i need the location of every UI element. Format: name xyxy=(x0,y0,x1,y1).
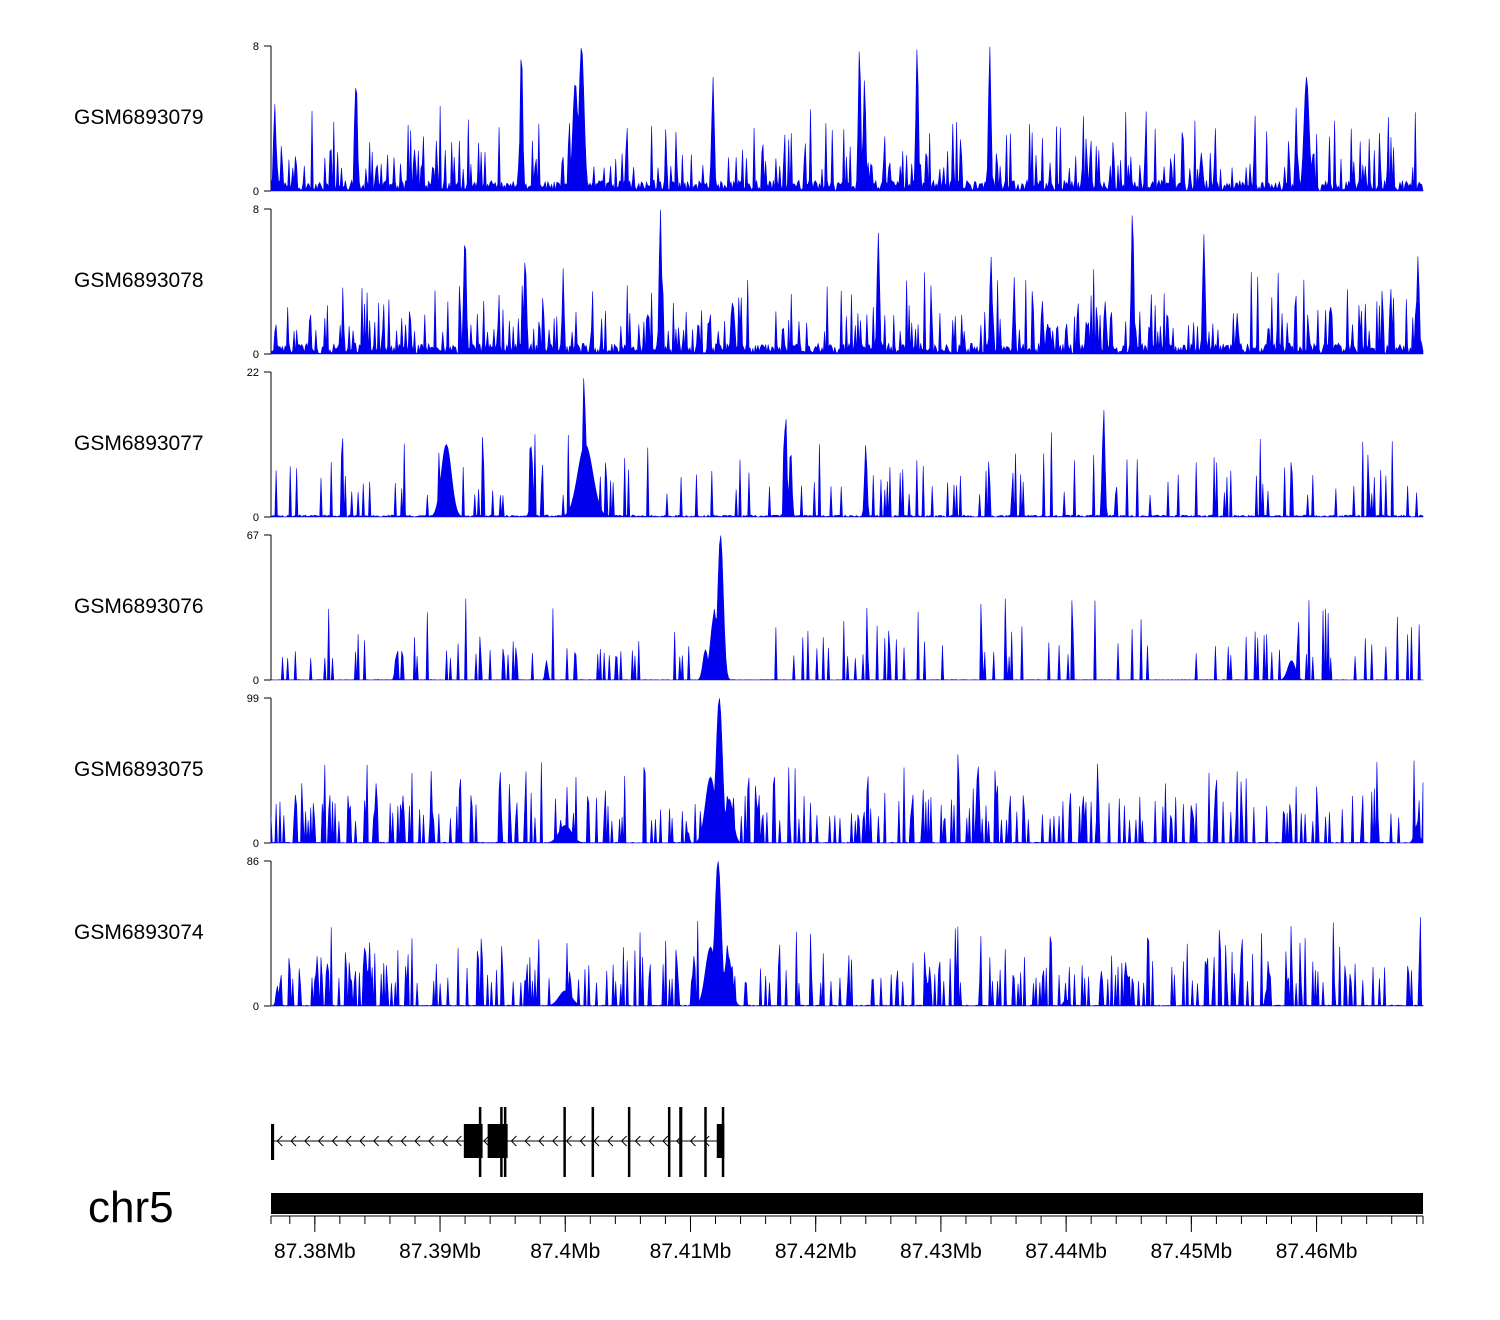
coverage-area xyxy=(270,535,1424,681)
coverage-area xyxy=(270,378,1424,518)
strand-arrow xyxy=(524,1135,531,1147)
y-axis-max-label: 22 xyxy=(247,367,259,379)
x-axis-tick-label: 87.4Mb xyxy=(530,1240,600,1263)
coverage-area xyxy=(270,209,1424,355)
track-label: GSM6893077 xyxy=(74,432,204,455)
x-axis-tick-label: 87.43Mb xyxy=(900,1240,982,1263)
strand-arrow xyxy=(620,1135,627,1147)
strand-arrow xyxy=(345,1135,352,1147)
track-GSM6893078: GSM6893078 8 0 xyxy=(74,204,1424,361)
strand-arrow xyxy=(607,1135,614,1147)
strand-arrow xyxy=(414,1135,421,1147)
y-axis-max-label: 67 xyxy=(247,530,259,542)
chromosome-bar xyxy=(271,1193,1423,1214)
strand-arrow xyxy=(648,1135,655,1147)
strand-arrow xyxy=(538,1135,545,1147)
strand-arrow xyxy=(400,1135,407,1147)
y-axis-max-label: 8 xyxy=(253,204,259,216)
strand-arrow xyxy=(428,1135,435,1147)
gene-exon xyxy=(716,1124,725,1158)
coverage-area xyxy=(270,698,1424,844)
strand-arrow xyxy=(359,1135,366,1147)
y-axis-min-label: 0 xyxy=(253,349,259,361)
y-axis-min-label: 0 xyxy=(253,512,259,524)
strand-arrow xyxy=(317,1135,324,1147)
gene-exon xyxy=(563,1107,566,1177)
y-axis-min-label: 0 xyxy=(253,675,259,687)
strand-arrow xyxy=(689,1135,696,1147)
gene-exon xyxy=(500,1107,503,1177)
strand-arrow xyxy=(455,1135,462,1147)
strand-arrow xyxy=(483,1135,490,1147)
gene-exon xyxy=(487,1124,508,1158)
coverage-area xyxy=(270,46,1424,192)
strand-arrow xyxy=(290,1135,297,1147)
x-axis-tick-label: 87.38Mb xyxy=(274,1240,356,1263)
strand-arrow xyxy=(372,1135,380,1147)
track-GSM6893079: GSM6893079 8 0 xyxy=(74,41,1424,198)
track-GSM6893074: GSM6893074 86 0 xyxy=(74,856,1424,1013)
strand-arrow xyxy=(579,1135,586,1147)
strand-arrow xyxy=(634,1135,641,1147)
track-GSM6893076: GSM6893076 67 0 xyxy=(74,530,1424,687)
gene-exon xyxy=(679,1107,683,1177)
gene-exon xyxy=(591,1107,595,1177)
strand-arrow xyxy=(510,1135,517,1147)
y-axis-min-label: 0 xyxy=(253,838,259,850)
strand-arrow xyxy=(331,1135,338,1147)
track-label: GSM6893076 xyxy=(74,595,204,618)
x-axis-tick-label: 87.41Mb xyxy=(650,1240,732,1263)
y-axis-min-label: 0 xyxy=(253,186,259,198)
track-label: GSM6893075 xyxy=(74,758,204,781)
chromosome-axis: chr5 87.38Mb 87.39Mb 87.4Mb 87.41Mb 87.42Mb 8… xyxy=(88,1183,1424,1263)
y-axis-max-label: 8 xyxy=(253,41,259,53)
track-label: GSM6893074 xyxy=(74,921,204,944)
chromosome-label: chr5 xyxy=(88,1183,174,1232)
gene-exon xyxy=(704,1107,707,1177)
strand-arrow xyxy=(386,1135,393,1147)
strand-arrow xyxy=(662,1135,669,1147)
track-GSM6893077: GSM6893077 22 0 xyxy=(74,367,1424,524)
y-axis-max-label: 86 xyxy=(247,856,259,868)
strand-arrow xyxy=(703,1135,710,1147)
gene-exon xyxy=(478,1107,482,1177)
coverage-tracks: GSM689307980GSM689307880GSM6893077220GSM… xyxy=(74,41,1424,1013)
gene-exon xyxy=(627,1107,631,1177)
gene-exon xyxy=(667,1107,671,1177)
x-axis-tick-label: 87.46Mb xyxy=(1276,1240,1358,1263)
strand-arrow xyxy=(276,1135,283,1147)
track-label: GSM6893079 xyxy=(74,106,204,129)
coverage-area xyxy=(270,861,1424,1007)
track-label: GSM6893078 xyxy=(74,269,204,292)
gene-exon xyxy=(271,1124,275,1160)
y-axis-min-label: 0 xyxy=(253,1001,259,1013)
strand-arrow xyxy=(304,1135,311,1147)
strand-arrow xyxy=(565,1135,572,1147)
track-GSM6893075: GSM6893075 99 0 xyxy=(74,693,1424,850)
gene-exon xyxy=(503,1107,507,1177)
x-axis-tick-label: 87.42Mb xyxy=(775,1240,857,1263)
strand-arrow xyxy=(441,1135,448,1147)
x-axis-tick-label: 87.45Mb xyxy=(1150,1240,1232,1263)
strand-arrow xyxy=(552,1135,559,1147)
x-axis-tick-label: 87.39Mb xyxy=(399,1240,481,1263)
y-axis-max-label: 99 xyxy=(247,693,259,705)
gene-exon xyxy=(463,1124,483,1158)
strand-arrow xyxy=(593,1135,600,1147)
x-axis-tick-label: 87.44Mb xyxy=(1025,1240,1107,1263)
gene-model-track xyxy=(271,1107,725,1177)
